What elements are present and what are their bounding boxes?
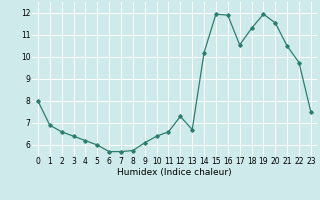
X-axis label: Humidex (Indice chaleur): Humidex (Indice chaleur) <box>117 168 232 177</box>
